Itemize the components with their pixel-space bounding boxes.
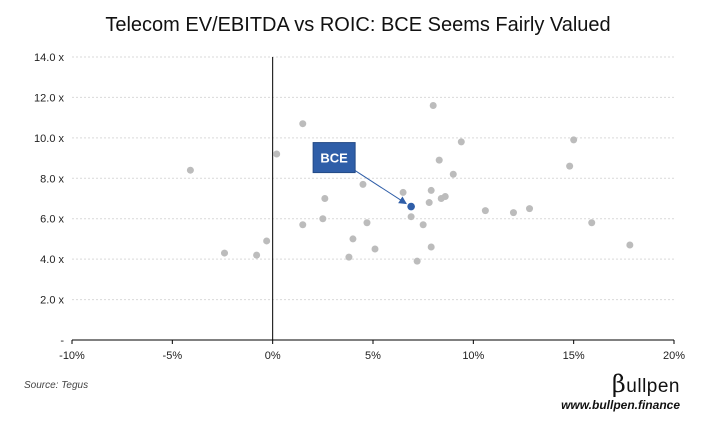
y-tick-label: 10.0 x [34,133,64,145]
peer-point [399,188,407,196]
peer-point [253,251,261,259]
peer-point [345,253,353,261]
peer-point [427,186,435,194]
y-tick-label: - [60,335,64,347]
peer-point [626,241,634,249]
x-tick-label: -5% [163,350,183,362]
website-url: www.bullpen.finance [561,398,680,412]
peer-point [441,192,449,200]
data-points [186,102,634,265]
x-tick-label: 0% [265,350,281,362]
x-axis-ticks: -10% -5% 0% 5% 10% 15% 20% [59,340,685,362]
x-tick-label: 15% [563,350,585,362]
brand-name: ullpen [626,376,680,397]
peer-point [509,209,517,217]
peer-point [566,162,574,170]
peer-point [427,243,435,251]
peer-point [359,180,367,188]
y-tick-label: 6.0 x [40,214,64,226]
gridlines [72,56,674,301]
brand-symbol: β [611,370,627,398]
y-tick-label: 14.0 x [34,52,64,64]
peer-point [481,207,489,215]
peer-point [526,205,534,213]
peer-point [319,215,327,223]
annotation-arrow [354,170,407,205]
peer-point [457,138,465,146]
peer-point [299,221,307,229]
x-tick-label: 5% [365,350,381,362]
peer-point [413,257,421,265]
annotation-label: BCE [320,151,348,166]
peer-point [449,170,457,178]
chart-title: Telecom EV/EBITDA vs ROIC: BCE Seems Fai… [105,14,611,36]
peer-point [363,219,371,227]
source-note: Source: Tegus [24,380,89,391]
peer-point [273,150,281,158]
peer-point [299,120,307,128]
brand-logo: βullpen [612,370,680,398]
y-tick-label: 4.0 x [40,254,64,266]
peer-point [407,213,415,221]
y-tick-label: 2.0 x [40,295,64,307]
x-tick-label: 20% [663,350,685,362]
peer-point [349,235,357,243]
bce-point [407,202,415,211]
axes [72,57,674,341]
peer-point [425,199,433,207]
x-tick-label: -10% [59,350,85,362]
y-axis-ticks: - 2.0 x 4.0 x 6.0 x 8.0 x 10.0 x 12.0 x 14.0 x [34,52,64,347]
bce-annotation: BCE [312,142,407,205]
peer-point [186,166,194,174]
peer-point [221,249,229,257]
peer-point [263,237,271,245]
peer-point [588,219,596,227]
peer-point [429,102,437,110]
peer-point [570,136,578,144]
y-tick-label: 12.0 x [34,92,64,104]
peer-point [435,156,443,164]
y-tick-label: 8.0 x [40,173,64,185]
peer-point [371,245,379,253]
peer-point [321,195,329,202]
annotation-box [312,142,356,174]
peer-point [419,221,427,229]
x-tick-label: 10% [462,350,484,362]
